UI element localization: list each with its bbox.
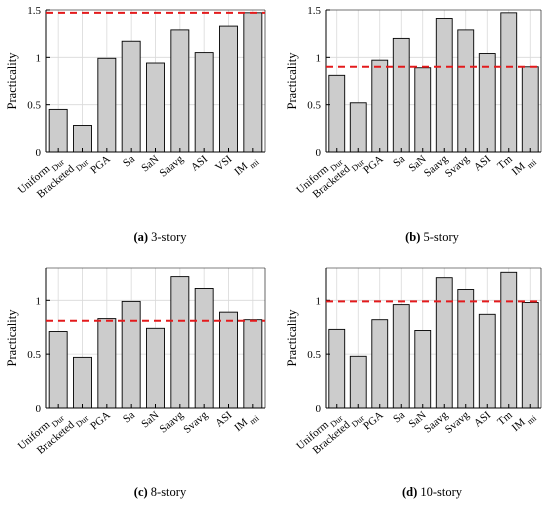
y-tick-label: 0	[36, 147, 42, 159]
bar-svavg	[194, 288, 214, 409]
x-tick-label: PGA	[361, 153, 386, 176]
y-tick-label: 0.5	[27, 349, 41, 361]
bar-uniformdur	[328, 328, 346, 409]
bar-pga	[97, 57, 117, 153]
x-tick-label: Sa	[121, 153, 137, 169]
bar-uniformdur	[48, 331, 68, 409]
x-tick-label: ASI	[472, 153, 494, 174]
bar-asi	[219, 311, 238, 409]
bar-immi	[243, 319, 263, 409]
bar-asi	[194, 52, 214, 153]
x-tick-label: Sa	[391, 409, 407, 425]
x-tick-label: IMmi	[510, 153, 539, 181]
y-axis-title: Practicality	[5, 52, 19, 110]
bar-pga	[371, 319, 389, 409]
panel-caption: (d) 10-story	[402, 485, 463, 499]
bar-bracketeddur	[349, 355, 367, 409]
x-tick-label: Svavg	[181, 409, 210, 436]
y-tick-label: 0	[316, 403, 322, 415]
bar-pga	[97, 318, 117, 409]
bar-bracketeddur	[349, 102, 367, 153]
bar-uniformdur	[48, 108, 68, 153]
bar-immi	[243, 12, 263, 153]
bar-sa	[121, 300, 141, 409]
bar-svavg	[457, 289, 475, 409]
x-tick-label: ASI	[213, 409, 235, 430]
bar-asi	[478, 53, 496, 153]
bar-tm	[500, 12, 518, 153]
x-tick-label: Saavg	[157, 409, 186, 436]
bar-tm	[500, 271, 518, 409]
bar-san	[146, 62, 165, 153]
panel-caption: (b) 5-story	[405, 230, 460, 244]
panel-caption: (a) 3-story	[133, 230, 187, 244]
x-tick-label: Sa	[121, 409, 137, 425]
x-tick-label: IMmi	[232, 409, 261, 437]
panel-caption: (c) 8-story	[134, 485, 187, 499]
y-axis-title: Practicality	[285, 52, 299, 110]
y-tick-label: 1.5	[27, 5, 41, 17]
bar-pga	[371, 59, 389, 153]
y-tick-label: 0.5	[307, 349, 321, 361]
y-tick-label: 1	[36, 295, 42, 307]
bar-san	[414, 67, 432, 153]
y-tick-label: 1	[316, 295, 322, 307]
bar-sa	[392, 37, 410, 153]
y-tick-label: 0	[36, 403, 42, 415]
x-tick-label: VSI	[213, 153, 235, 174]
bar-sa	[121, 40, 141, 153]
bar-immi	[521, 66, 539, 153]
bar-asi	[478, 313, 496, 409]
bar-immi	[521, 302, 539, 409]
x-tick-label: IMmi	[510, 409, 539, 437]
bar-san	[146, 327, 165, 409]
x-tick-label: Svavg	[443, 153, 472, 180]
y-tick-label: 0	[316, 147, 322, 159]
x-tick-label: ASI	[472, 409, 494, 430]
y-tick-label: 1.5	[307, 5, 321, 17]
y-axis-title: Practicality	[5, 309, 19, 367]
bar-svavg	[457, 29, 475, 153]
y-tick-label: 1	[36, 52, 42, 64]
y-tick-label: 1	[316, 52, 322, 64]
bar-uniformdur	[328, 74, 346, 153]
y-axis-title: Practicality	[285, 309, 299, 367]
x-tick-label: Saavg	[157, 153, 186, 180]
bar-san	[414, 330, 432, 409]
x-tick-label: PGA	[88, 409, 113, 432]
x-tick-label: PGA	[361, 409, 386, 432]
bar-saavg	[435, 18, 453, 153]
y-tick-label: 0.5	[307, 100, 321, 112]
bar-saavg	[435, 277, 453, 409]
bar-saavg	[170, 29, 190, 153]
x-tick-label: PGA	[88, 153, 113, 176]
bar-saavg	[170, 276, 190, 409]
bar-bracketeddur	[73, 356, 92, 409]
bar-vsi	[219, 25, 238, 153]
x-tick-label: ASI	[189, 153, 211, 174]
x-tick-label: Svavg	[443, 409, 472, 436]
x-tick-label: IMmi	[232, 153, 261, 181]
y-tick-label: 0.5	[27, 100, 41, 112]
bar-sa	[392, 304, 410, 409]
x-tick-label: Sa	[391, 153, 407, 169]
